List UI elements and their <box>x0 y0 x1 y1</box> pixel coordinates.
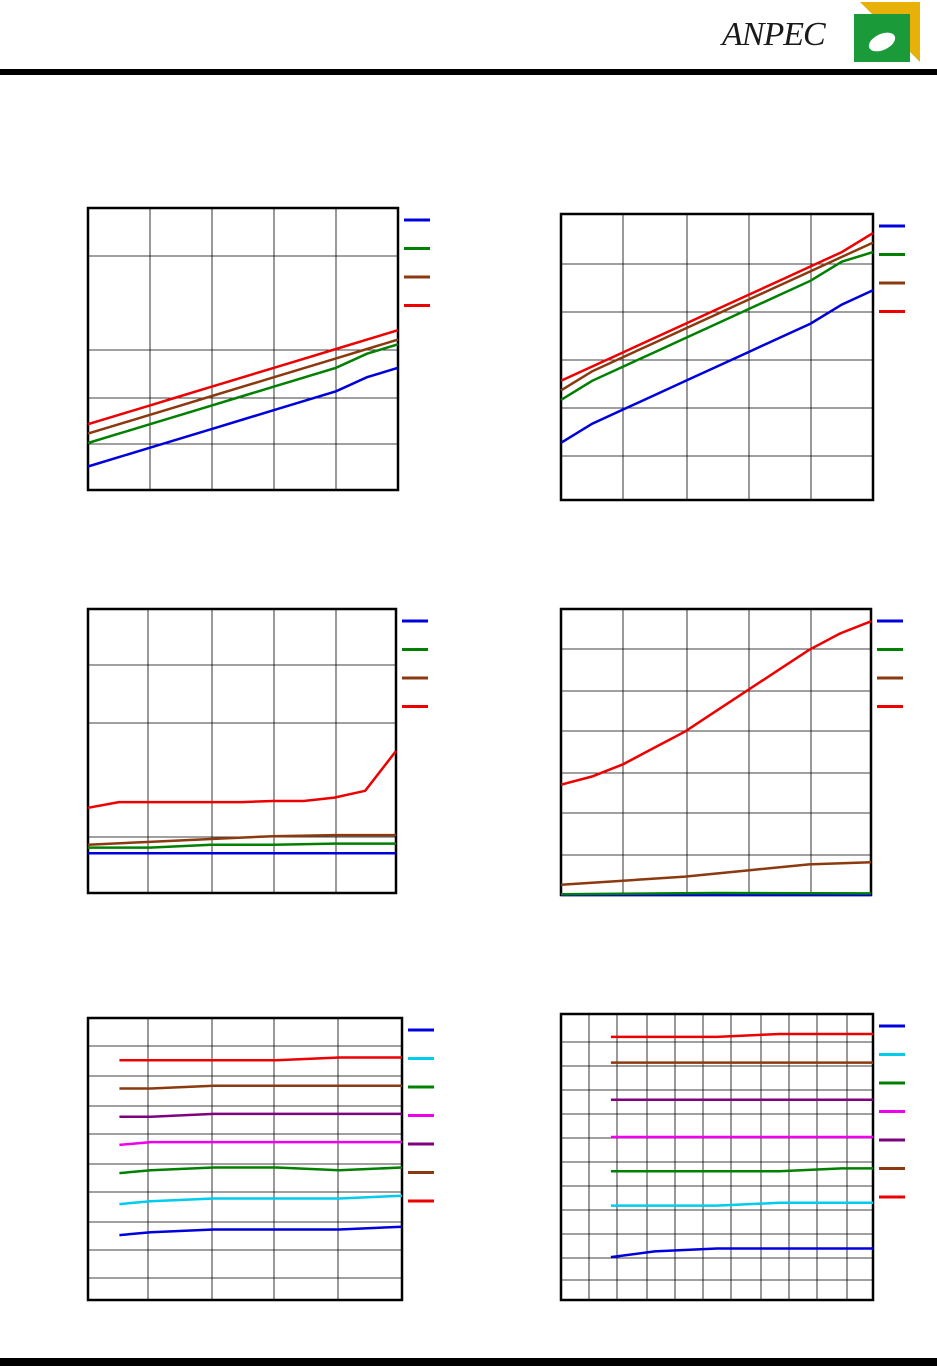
series-line-4 <box>560 620 872 786</box>
series-line-1 <box>560 289 874 444</box>
plot-frame <box>86 206 400 492</box>
series-line-1 <box>87 366 399 468</box>
plot-frame <box>559 1012 875 1302</box>
series-line-2 <box>87 343 399 445</box>
series-line-5 <box>119 1112 402 1118</box>
chart-4 <box>559 607 903 897</box>
series-line-4 <box>560 232 874 382</box>
series-line-3 <box>119 1166 403 1175</box>
series-line-3 <box>87 833 396 846</box>
series-line-3 <box>87 338 399 435</box>
grid-lines <box>561 609 871 895</box>
logo-emblem-icon <box>854 2 920 62</box>
series-line-4 <box>87 750 397 810</box>
anpec-logo: ANPEC <box>722 0 927 64</box>
series-line-1 <box>610 1247 873 1259</box>
chart-5 <box>86 1016 434 1302</box>
series-line-3 <box>560 241 874 392</box>
series-line-1 <box>119 1225 403 1237</box>
series-line-2 <box>88 842 396 849</box>
logo-wordmark: ANPEC <box>722 16 826 53</box>
series-line-2 <box>560 891 872 896</box>
plot-frame <box>559 212 875 502</box>
series-line-3 <box>610 1167 873 1173</box>
plot-frame <box>86 607 398 895</box>
chart-2 <box>559 212 905 502</box>
series-line-4 <box>87 329 399 426</box>
series-line-6 <box>119 1084 402 1090</box>
plot-frame <box>559 607 873 897</box>
grid-lines <box>88 1018 402 1300</box>
series-line-2 <box>119 1194 403 1206</box>
series-line-7 <box>610 1032 873 1039</box>
series-line-3 <box>560 861 872 887</box>
footer-rule <box>0 1358 937 1366</box>
chart-6 <box>559 1012 905 1302</box>
series-line-2 <box>610 1201 873 1207</box>
chart-1 <box>86 206 430 492</box>
series-line-2 <box>560 250 874 401</box>
chart-3 <box>86 607 428 895</box>
series-line-7 <box>119 1056 402 1062</box>
header-rule <box>0 69 937 75</box>
series-line-4 <box>119 1140 402 1147</box>
plot-frame <box>86 1016 404 1302</box>
